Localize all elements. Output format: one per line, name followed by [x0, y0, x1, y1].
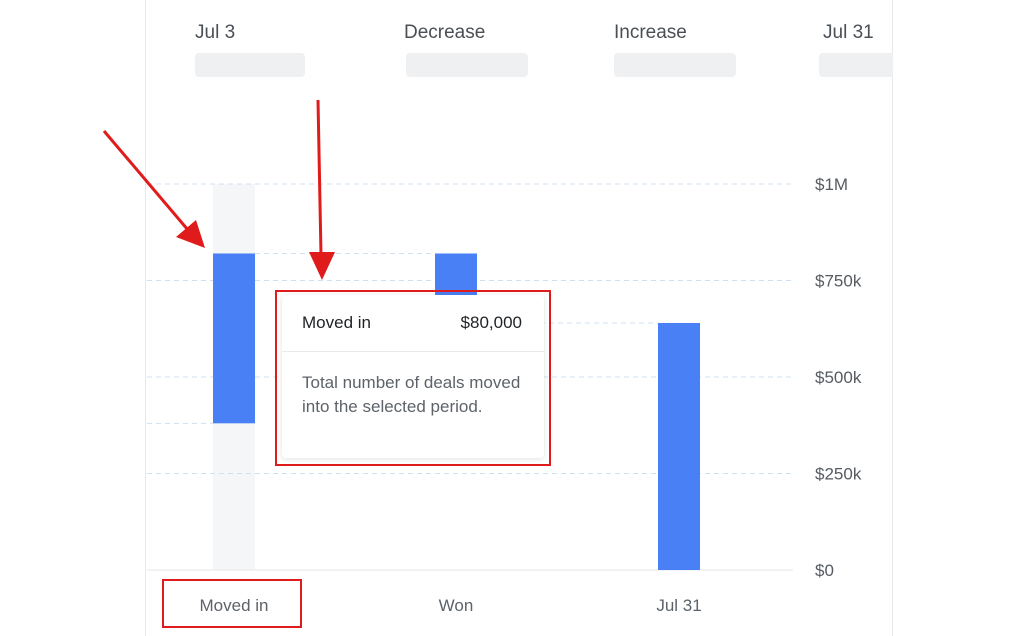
arrow-to-bar [102, 130, 205, 248]
header-label-decrease: Decrease [404, 22, 486, 43]
category-highlight-box [162, 579, 302, 628]
header-value-placeholder-start [195, 53, 305, 77]
y-tick-label: $0 [815, 561, 834, 580]
y-tick-label: $250k [815, 465, 862, 484]
x-category-label: Jul 31 [656, 596, 701, 615]
tooltip-description: Total number of deals moved into the sel… [302, 373, 521, 416]
x-category-label: Won [439, 596, 474, 615]
y-tick-label: $500k [815, 368, 862, 387]
tooltip-series-name: Moved in [302, 313, 371, 332]
header-value-placeholder-increase [614, 53, 736, 77]
header-value-placeholder-end [819, 53, 893, 77]
y-tick-label: $1M [815, 175, 848, 194]
header-label-end: Jul 31 [823, 22, 874, 43]
chart-panel [145, 0, 893, 636]
header-value-placeholder-decrease [406, 53, 528, 77]
header-label-increase: Increase [614, 22, 687, 43]
arrow-to-tooltip [309, 99, 335, 280]
tooltip-highlight-box [275, 290, 551, 466]
y-tick-label: $750k [815, 272, 862, 291]
bar-jul-31 [658, 322, 700, 570]
x-category-label: Moved in [200, 596, 269, 615]
tooltip-header: Moved in $80,000 [282, 295, 544, 352]
chart-tooltip: Moved in $80,000 Total number of deals m… [282, 295, 544, 458]
tooltip-value: $80,000 [460, 313, 522, 332]
bar-moved-in [213, 253, 255, 424]
header-label-start: Jul 3 [195, 22, 236, 43]
